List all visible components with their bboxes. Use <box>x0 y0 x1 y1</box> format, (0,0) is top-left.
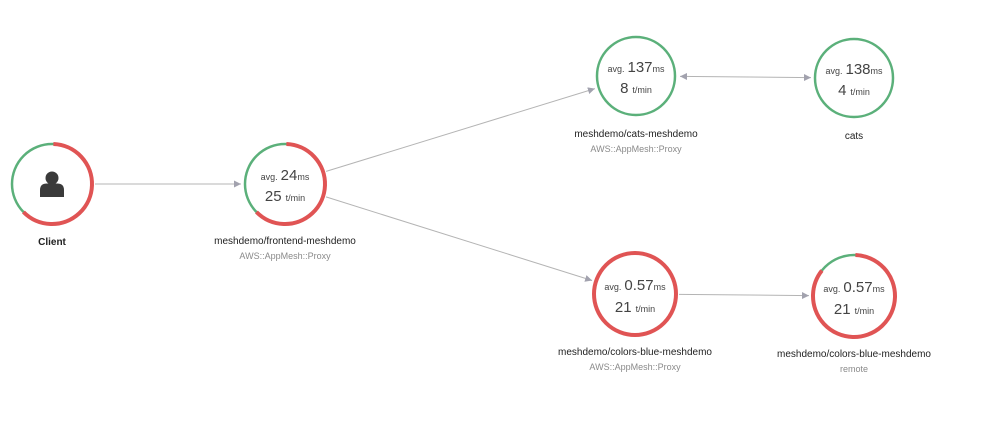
node-cats-meshdemo-avg-label: avg. <box>607 64 624 74</box>
node-cats-meshdemo-ok-ring <box>595 35 677 117</box>
node-cats-meshdemo-latency-unit: ms <box>653 64 665 74</box>
node-frontend-type: AWS::AppMesh::Proxy <box>239 251 331 261</box>
node-colors-proxy-latency-value: 0.57 <box>624 277 653 294</box>
node-colors-remote-throughput-unit: t/min <box>855 306 875 316</box>
node-colors-proxy-latency-unit: ms <box>654 282 666 292</box>
node-colors-proxy-throughput-unit: t/min <box>636 304 656 314</box>
node-colors-remote-avg-label: avg. <box>823 284 840 294</box>
node-cats-meshdemo-throughput-value: 8 <box>620 80 628 97</box>
node-colors-proxy[interactable]: avg. 0.57ms 21 t/min meshdemo/colors-blue-… <box>558 251 712 372</box>
node-client[interactable]: Client <box>10 142 94 248</box>
user-icon <box>40 171 64 197</box>
node-cats-throughput-value: 4 <box>838 82 846 99</box>
node-frontend-latency-value: 24 <box>281 167 298 184</box>
node-cats-meshdemo-throughput-unit: t/min <box>632 85 652 95</box>
node-colors-remote[interactable]: avg. 0.57ms 21 t/min meshdemo/colors-blue-… <box>777 253 931 374</box>
node-colors-proxy-name: meshdemo/colors-blue-meshdemo <box>558 347 712 358</box>
node-cats-meshdemo-background <box>597 37 675 115</box>
node-colors-remote-throughput-value: 21 <box>834 301 851 318</box>
node-colors-remote-background <box>813 255 895 337</box>
node-cats-meshdemo-latency: avg. 137ms <box>607 59 665 76</box>
node-cats-meshdemo-latency-value: 137 <box>627 59 652 76</box>
node-colors-remote-latency-unit: ms <box>873 284 885 294</box>
node-cats-latency: avg. 138ms <box>825 61 883 78</box>
node-frontend-latency-unit: ms <box>297 172 309 182</box>
node-cats-background <box>815 39 893 117</box>
node-colors-proxy-avg-label: avg. <box>604 282 621 292</box>
node-cats-throughput-unit: t/min <box>850 87 870 97</box>
edge-colors-proxy-to-colors-remote[interactable] <box>678 292 810 300</box>
node-frontend-latency: avg. 24ms <box>261 167 310 184</box>
node-cats-meshdemo[interactable]: avg. 137ms 8 t/min meshdemo/cats-meshdemo … <box>574 35 698 154</box>
node-frontend-name: meshdemo/frontend-meshdemo <box>214 236 356 247</box>
node-frontend-throughput-unit: t/min <box>286 193 306 203</box>
node-cats-latency-unit: ms <box>871 66 883 76</box>
node-frontend-throughput-value: 25 <box>265 188 282 205</box>
node-cats-throughput: 4 t/min <box>838 82 870 99</box>
node-colors-remote-name: meshdemo/colors-blue-meshdemo <box>777 349 931 360</box>
edges <box>95 72 812 300</box>
node-frontend-throughput: 25 t/min <box>265 188 305 205</box>
node-colors-proxy-throughput: 21 t/min <box>615 299 655 316</box>
node-cats-name: cats <box>845 131 863 142</box>
node-colors-remote-fault-ring <box>811 253 897 339</box>
node-cats-avg-label: avg. <box>825 66 842 76</box>
node-cats-latency-value: 138 <box>845 61 870 78</box>
node-colors-proxy-throughput-value: 21 <box>615 299 632 316</box>
node-colors-proxy-type: AWS::AppMesh::Proxy <box>589 362 681 372</box>
node-colors-remote-latency-value: 0.57 <box>843 279 872 296</box>
node-colors-proxy-latency: avg. 0.57ms <box>604 277 666 294</box>
node-colors-proxy-background <box>594 253 676 335</box>
node-colors-remote-throughput: 21 t/min <box>834 301 874 318</box>
node-colors-remote-type: remote <box>840 364 868 374</box>
node-frontend[interactable]: avg. 24ms 25 t/min meshdemo/frontend-meshd… <box>214 142 356 261</box>
node-frontend-avg-label: avg. <box>261 172 278 182</box>
node-client-fault-ring <box>10 142 94 226</box>
node-colors-remote-latency: avg. 0.57ms <box>823 279 885 296</box>
node-cats-meshdemo-throughput: 8 t/min <box>620 80 652 97</box>
node-cats-ok-ring <box>813 37 895 119</box>
node-cats-meshdemo-name: meshdemo/cats-meshdemo <box>574 129 698 140</box>
node-frontend-background <box>245 144 325 224</box>
node-cats[interactable]: avg. 138ms 4 t/min cats <box>813 37 895 142</box>
edge-cats-meshdemo-to-cats[interactable] <box>679 72 812 82</box>
node-cats-meshdemo-type: AWS::AppMesh::Proxy <box>590 144 682 154</box>
edge-frontend-to-colors-proxy[interactable] <box>325 196 593 282</box>
edge-frontend-to-cats-meshdemo[interactable] <box>325 87 596 172</box>
node-client-name: Client <box>38 237 66 248</box>
node-colors-proxy-fault-ring <box>592 251 678 337</box>
